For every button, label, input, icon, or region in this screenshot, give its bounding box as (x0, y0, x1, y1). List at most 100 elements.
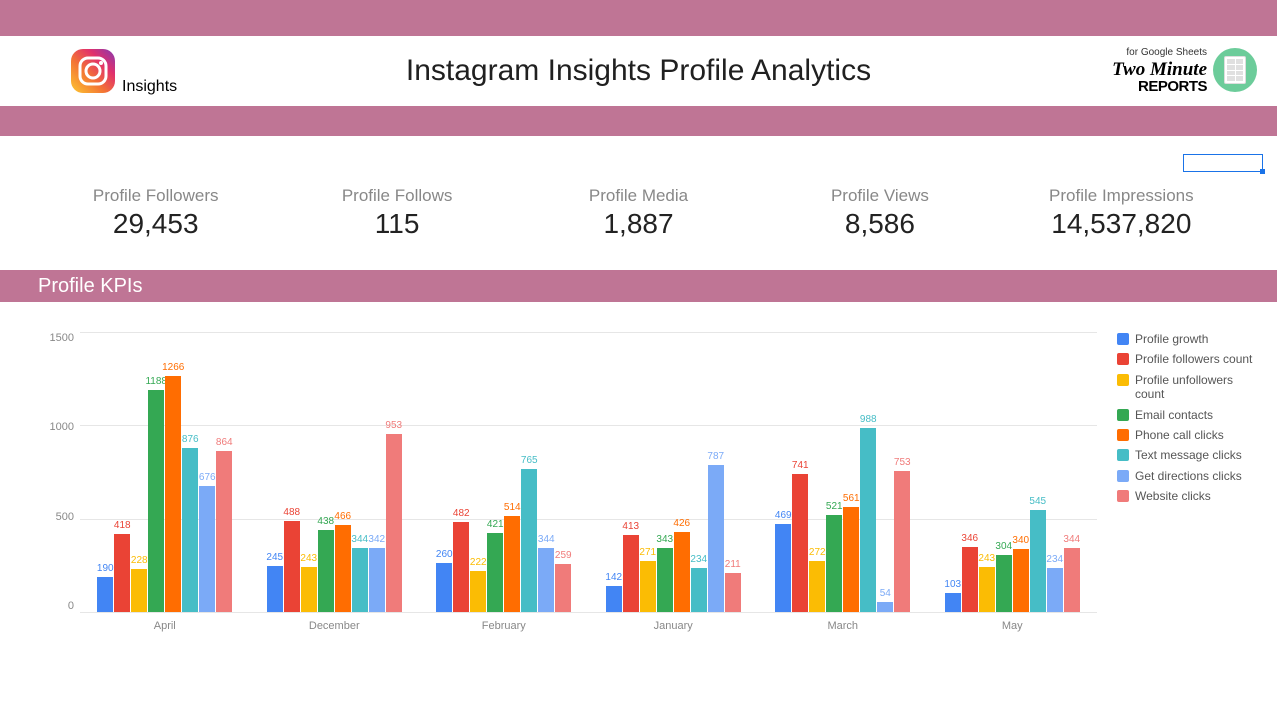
bar[interactable]: 466 (335, 525, 351, 612)
bar-value-label: 438 (317, 516, 334, 527)
bar[interactable]: 54 (877, 602, 893, 612)
bar[interactable]: 340 (1013, 549, 1029, 612)
legend-item[interactable]: Profile followers count (1117, 352, 1257, 366)
legend-item[interactable]: Text message clicks (1117, 448, 1257, 462)
bar[interactable]: 245 (267, 566, 283, 612)
bar[interactable]: 521 (826, 515, 842, 612)
header: Insights Instagram Insights Profile Anal… (0, 36, 1277, 106)
legend-item[interactable]: Email contacts (1117, 408, 1257, 422)
bar[interactable]: 103 (945, 593, 961, 612)
bar-value-label: 228 (131, 555, 148, 566)
chart-canvas: 150010005000 19041822811881266876676864A… (40, 332, 1097, 632)
metric-card: Profile Impressions14,537,820 (1006, 186, 1237, 240)
bar-value-label: 953 (385, 420, 402, 431)
bar[interactable]: 864 (216, 451, 232, 612)
bar[interactable]: 243 (979, 567, 995, 612)
legend-swatch (1117, 429, 1129, 441)
cell-selection-box[interactable] (1183, 154, 1263, 172)
bar[interactable]: 545 (1030, 510, 1046, 612)
bar-value-label: 545 (1029, 496, 1046, 507)
bar[interactable]: 211 (725, 573, 741, 612)
bar-value-label: 488 (283, 507, 300, 518)
bar[interactable]: 342 (369, 548, 385, 612)
bar[interactable]: 488 (284, 521, 300, 612)
bar[interactable]: 222 (470, 571, 486, 612)
bar[interactable]: 741 (792, 474, 808, 612)
bar-value-label: 245 (266, 552, 283, 563)
bar-value-label: 243 (978, 553, 995, 564)
month-label: February (419, 620, 589, 632)
bar[interactable]: 228 (131, 569, 147, 612)
bar-value-label: 864 (216, 437, 233, 448)
bar-value-label: 234 (690, 554, 707, 565)
bar[interactable]: 421 (487, 533, 503, 612)
sub-accent-band (0, 106, 1277, 136)
bar-value-label: 304 (995, 541, 1012, 552)
instagram-logo-block: Insights (68, 46, 177, 96)
bar[interactable]: 260 (436, 563, 452, 612)
legend-item[interactable]: Website clicks (1117, 489, 1257, 503)
legend-label: Get directions clicks (1135, 469, 1242, 483)
two-minute-text: Two Minute (1112, 60, 1207, 79)
month-group: 19041822811881266876676864April (80, 332, 250, 612)
legend-item[interactable]: Profile growth (1117, 332, 1257, 346)
bar-value-label: 346 (961, 533, 978, 544)
bar[interactable]: 438 (318, 530, 334, 612)
bar[interactable]: 787 (708, 465, 724, 612)
bar-value-label: 344 (538, 534, 555, 545)
bar[interactable]: 482 (453, 522, 469, 612)
bar-value-label: 514 (504, 502, 521, 513)
bar[interactable]: 234 (691, 568, 707, 612)
month-label: March (758, 620, 928, 632)
bar[interactable]: 259 (555, 564, 571, 612)
bar[interactable]: 676 (199, 486, 215, 612)
bar[interactable]: 304 (996, 555, 1012, 612)
month-label: December (250, 620, 420, 632)
legend-swatch (1117, 490, 1129, 502)
bar[interactable]: 561 (843, 507, 859, 612)
bar[interactable]: 243 (301, 567, 317, 612)
bar-value-label: 676 (199, 472, 216, 483)
bar[interactable]: 876 (182, 448, 198, 612)
bar[interactable]: 753 (894, 471, 910, 612)
bar[interactable]: 426 (674, 532, 690, 612)
bar[interactable]: 344 (352, 548, 368, 612)
bar[interactable]: 344 (1064, 548, 1080, 612)
bar[interactable]: 190 (97, 577, 113, 612)
metric-label: Profile Followers (40, 186, 271, 206)
bar[interactable]: 142 (606, 586, 622, 613)
month-group: 46974127252156198854753March (758, 332, 928, 612)
bar[interactable]: 953 (386, 434, 402, 612)
legend-item[interactable]: Profile unfollowers count (1117, 373, 1257, 402)
metric-card: Profile Follows115 (281, 186, 512, 240)
legend-item[interactable]: Phone call clicks (1117, 428, 1257, 442)
bar[interactable]: 514 (504, 516, 520, 612)
metric-label: Profile Views (764, 186, 995, 206)
bar[interactable]: 988 (860, 428, 876, 612)
bar-value-label: 418 (114, 520, 131, 531)
bar-value-label: 561 (843, 493, 860, 504)
bar[interactable]: 346 (962, 547, 978, 612)
bar-value-label: 260 (436, 549, 453, 560)
bar-value-label: 103 (944, 579, 961, 590)
bar[interactable]: 343 (657, 548, 673, 612)
bar[interactable]: 1266 (165, 376, 181, 612)
legend-swatch (1117, 333, 1129, 345)
for-google-sheets-label: for Google Sheets (1126, 48, 1207, 58)
bar[interactable]: 234 (1047, 568, 1063, 612)
bar[interactable]: 765 (521, 469, 537, 612)
bar[interactable]: 413 (623, 535, 639, 612)
legend-item[interactable]: Get directions clicks (1117, 469, 1257, 483)
bar[interactable]: 469 (775, 524, 791, 612)
profile-kpis-chart: 150010005000 19041822811881266876676864A… (0, 302, 1277, 677)
bar-value-label: 190 (97, 563, 114, 574)
bar[interactable]: 344 (538, 548, 554, 612)
bar[interactable]: 1188 (148, 390, 164, 612)
bar-value-label: 466 (334, 511, 351, 522)
bar[interactable]: 271 (640, 561, 656, 612)
month-group: 245488243438466344342953December (250, 332, 420, 612)
bar-value-label: 426 (673, 518, 690, 529)
bar[interactable]: 418 (114, 534, 130, 612)
bar[interactable]: 272 (809, 561, 825, 612)
bar-value-label: 234 (1046, 554, 1063, 565)
